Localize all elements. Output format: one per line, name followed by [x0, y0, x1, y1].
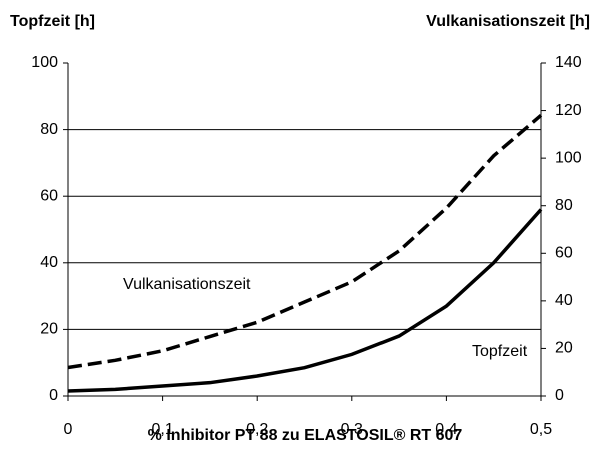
y-tick-label: 100: [31, 54, 58, 71]
y2-tick-label: 60: [555, 245, 573, 262]
line-series: [67, 113, 543, 370]
y2-axis-title: Vulkanisationszeit [h]: [426, 13, 590, 30]
y-tick-label: 80: [40, 121, 58, 138]
y-axis-title: Topfzeit [h]: [10, 13, 95, 30]
y2-tick-label: 0: [555, 387, 564, 404]
y-tick-label: 20: [40, 321, 58, 338]
x-tick-label: 0,1: [151, 421, 173, 438]
y2-tick-label: 120: [555, 102, 582, 119]
x-tick-label: 0: [64, 421, 73, 438]
y2-tick-label: 140: [555, 54, 582, 71]
y2-tick-label: 100: [555, 149, 582, 166]
y2-tick-label: 20: [555, 340, 573, 357]
y-tick-label: 40: [40, 254, 58, 271]
y-tick-label: 0: [49, 387, 58, 404]
x-tick-label: 0,3: [341, 421, 363, 438]
y2-tick-label: 40: [555, 292, 573, 309]
y2-tick-label: 80: [555, 197, 573, 214]
x-axis-title: % Inhibitor PT 88 zu ELASTOSIL® RT 607: [148, 427, 463, 444]
x-tick-label: 0,5: [530, 421, 552, 438]
y-tick-label: 60: [40, 187, 58, 204]
series-label: Vulkanisationszeit: [123, 276, 251, 293]
line-series: [67, 208, 543, 393]
x-tick-label: 0,4: [435, 421, 457, 438]
x-tick-label: 0,2: [246, 421, 268, 438]
series-label: Topfzeit: [472, 343, 528, 360]
